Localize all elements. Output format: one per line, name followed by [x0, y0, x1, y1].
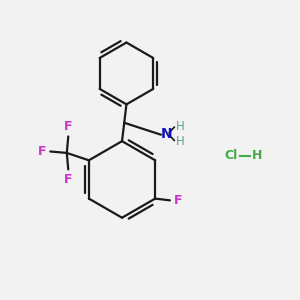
Text: F: F: [38, 145, 47, 158]
Text: F: F: [64, 120, 73, 133]
Text: H: H: [252, 149, 263, 162]
Text: N: N: [160, 127, 172, 141]
Text: H: H: [176, 120, 184, 133]
Text: Cl: Cl: [224, 149, 238, 162]
Text: F: F: [173, 194, 182, 207]
Text: H: H: [176, 135, 184, 148]
Text: F: F: [64, 173, 73, 186]
